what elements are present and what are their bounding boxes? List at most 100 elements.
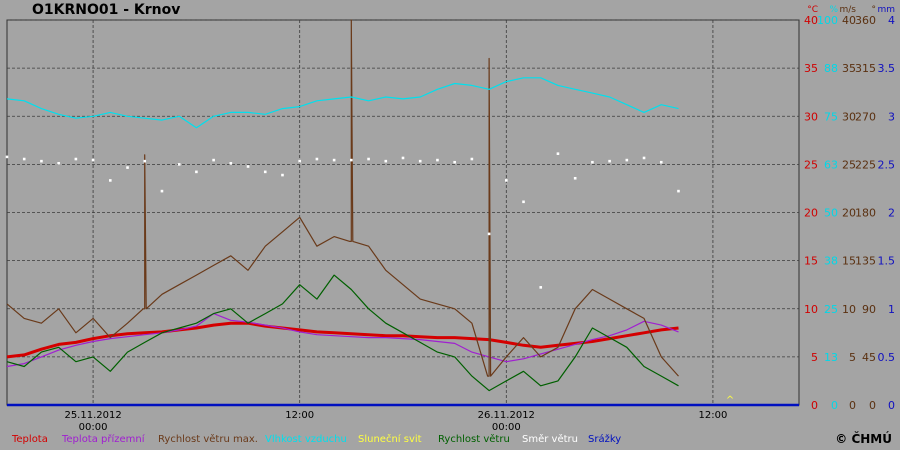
axis-tick-label: 180	[855, 207, 876, 220]
series-smer-vetru-point	[677, 189, 680, 193]
legend-item: Rychlost větru	[438, 434, 510, 445]
axis-tick-label: 63	[824, 158, 838, 171]
legend-item: Rychlost větru max.	[158, 434, 258, 445]
axis-unit-label: mm	[877, 5, 895, 15]
axis-tick-label: 30	[804, 110, 818, 123]
series-smer-vetru-point	[608, 159, 611, 163]
series-smer-vetru-point	[436, 158, 439, 162]
series-smer-vetru-point	[453, 160, 456, 164]
copyright: © ČHMÚ	[835, 432, 892, 446]
axis-tick-label: 13	[824, 351, 838, 364]
axis-tick-label: 5	[811, 351, 818, 364]
series-smer-vetru-point	[659, 160, 663, 164]
series-smer-vetru-point	[332, 158, 336, 162]
x-tick-label: 12:00	[285, 410, 314, 421]
axis-tick-label: 35	[842, 62, 856, 75]
series-smer-vetru-point	[350, 158, 353, 162]
axis-tick-label: 5	[849, 351, 856, 364]
axis-tick-label: 0	[888, 399, 895, 412]
series-smer-vetru-point	[522, 200, 525, 204]
series-smer-vetru-point	[505, 179, 508, 182]
axis-tick-label: 10	[804, 303, 818, 316]
axis-unit-label: m/s	[840, 5, 857, 15]
axis-tick-label: 100	[817, 14, 838, 27]
axis-tick-label: 3	[888, 110, 895, 123]
series-smer-vetru-point	[91, 158, 95, 162]
legend-item: Srážky	[588, 434, 622, 445]
axis-tick-label: 2	[888, 207, 895, 220]
axis-tick-label: 315	[855, 62, 876, 75]
axis-tick-label: 20	[842, 207, 856, 220]
series-smer-vetru-point	[109, 179, 112, 182]
series-smer-vetru-point	[126, 166, 129, 169]
legend: Teplota Teplota přízemní Rychlost větru ma…	[0, 432, 900, 450]
series-rychlost-vetru-line	[6, 274, 679, 392]
series-smer-vetru-point	[625, 158, 629, 162]
series-slunecni-svit-marker: ^	[726, 395, 734, 406]
axis-tick-label: 1	[888, 303, 895, 316]
axis-tick-label: 15	[804, 255, 818, 268]
series-smer-vetru-point	[298, 159, 301, 163]
axis-unit-label: %	[829, 5, 838, 15]
x-tick-label: 00:00	[492, 422, 521, 433]
axis-tick-label: 0.5	[878, 351, 896, 364]
axis-tick-label: 75	[824, 110, 838, 123]
series-smer-vetru-point	[401, 156, 405, 160]
series-smer-vetru-point	[40, 159, 43, 163]
legend-item: Směr větru	[522, 434, 578, 445]
series-rychlost-vetru-max-line	[6, 19, 679, 377]
axis-tick-label: 4	[888, 14, 895, 27]
series-smer-vetru-point	[57, 162, 60, 165]
axis-unit-label: °	[872, 5, 877, 15]
series-smer-vetru-point	[22, 157, 26, 161]
axis-tick-label: 45	[862, 351, 876, 364]
axis-tick-label: 0	[811, 399, 818, 412]
axis-tick-label: 225	[855, 158, 876, 171]
series-smer-vetru-point	[418, 159, 422, 163]
series-smer-vetru-point	[539, 286, 543, 289]
series-smer-vetru-point	[5, 155, 9, 159]
series-smer-vetru-point	[74, 157, 78, 161]
x-tick-label: 12:00	[698, 410, 727, 421]
series-smer-vetru-point	[263, 170, 267, 174]
axis-tick-label: 0	[869, 399, 876, 412]
series-smer-vetru-point	[470, 157, 474, 161]
series-smer-vetru-point	[212, 158, 215, 162]
series-teplota-prizemni-line	[6, 313, 679, 368]
series-smer-vetru-point	[160, 189, 164, 193]
series-vlhkost-vzduchu-line	[6, 77, 679, 129]
x-tick-label: 25.11.2012	[64, 410, 121, 421]
axis-tick-label: 25	[804, 158, 818, 171]
axis-tick-label: 0	[831, 399, 838, 412]
axis-tick-label: 90	[862, 303, 876, 316]
series-smer-vetru-point	[177, 163, 181, 166]
series-smer-vetru-point	[367, 157, 370, 161]
axis-tick-label: 2.5	[878, 158, 896, 171]
series-teplota-line	[6, 321, 679, 359]
legend-item: Teplota	[12, 434, 48, 445]
series-smer-vetru-point	[591, 160, 594, 164]
page-title: O1KRNO01 - Krnov	[32, 2, 181, 18]
axis-tick-label: 40	[842, 14, 856, 27]
axis-tick-label: 25	[842, 158, 856, 171]
axis-tick-label: 50	[824, 207, 838, 220]
axis-tick-label: 25	[824, 303, 838, 316]
axis-tick-label: 1.5	[878, 255, 896, 268]
axis-tick-label: 3.5	[878, 62, 896, 75]
axis-tick-label: 35	[804, 62, 818, 75]
x-tick-label: 00:00	[79, 422, 108, 433]
axis-tick-label: 0	[849, 399, 856, 412]
axis-tick-label: 15	[842, 255, 856, 268]
series-smer-vetru-point	[556, 152, 560, 155]
x-tick-label: 26.11.2012	[478, 410, 535, 421]
series-smer-vetru-point	[143, 159, 147, 163]
axis-tick-label: 10	[842, 303, 856, 316]
legend-item: Vlhkost vzduchu	[265, 434, 347, 445]
series-smer-vetru-point	[281, 173, 284, 177]
series-smer-vetru-point	[573, 176, 577, 180]
axis-unit-label: °C	[807, 5, 818, 15]
series-smer-vetru-point	[195, 170, 198, 174]
series-smer-vetru-point	[642, 156, 646, 160]
axis-tick-label: 360	[855, 14, 876, 27]
